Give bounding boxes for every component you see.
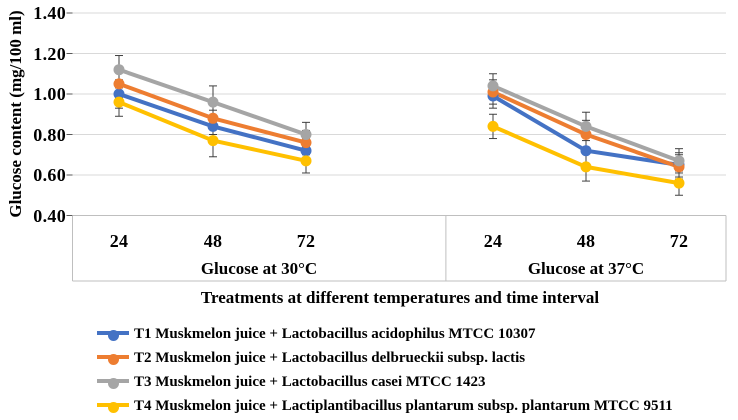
data-point-T1	[113, 88, 125, 100]
legend-label: T2 Muskmelon juice + Lactobacillus delbr…	[134, 350, 526, 366]
x-tick-label: 72	[296, 231, 316, 251]
data-point-T4	[300, 155, 312, 167]
legend-label: T3 Muskmelon juice + Lactobacillus casei…	[134, 374, 486, 390]
group-label-30c: Glucose at 30°C	[200, 259, 318, 278]
data-point-T3	[673, 155, 685, 167]
legend-marker-icon	[97, 374, 129, 390]
x-tick-label: 24	[109, 231, 129, 251]
y-tick-label: 0.80	[33, 124, 66, 145]
y-tick-label: 1.40	[33, 3, 66, 23]
data-point-T4	[673, 177, 685, 189]
y-tick-label: 0.40	[33, 205, 66, 226]
data-point-T4	[207, 135, 219, 147]
data-point-T1	[300, 145, 312, 157]
y-tick-label: 1.20	[33, 43, 66, 64]
group-label-37c: Glucose at 37°C	[527, 259, 645, 278]
y-tick-label: 1.00	[33, 84, 66, 104]
legend-item-t3: T3 Muskmelon juice + Lactobacillus casei…	[97, 370, 673, 394]
data-point-T3	[207, 96, 219, 108]
plot-area	[66, 12, 727, 282]
data-point-T4	[113, 96, 125, 108]
legend-marker-icon	[97, 398, 129, 414]
legend-item-t4: T4 Muskmelon juice + Lactiplantibacillus…	[97, 394, 673, 418]
data-point-T1	[207, 120, 219, 132]
data-point-T2	[113, 78, 125, 90]
x-tick-label: 72	[669, 231, 689, 251]
legend-item-t2: T2 Muskmelon juice + Lactobacillus delbr…	[97, 346, 673, 370]
data-point-T4	[487, 120, 499, 132]
x-tick-label: 48	[203, 231, 223, 251]
x-axis-title: Treatments at different temperatures and…	[200, 288, 600, 307]
legend-item-t1: T1 Muskmelon juice + Lactobacillus acido…	[97, 322, 673, 346]
legend-marker-icon	[97, 350, 129, 366]
data-point-T1	[580, 145, 592, 157]
data-point-T4	[580, 161, 592, 173]
legend-label: T4 Muskmelon juice + Lactiplantibacillus…	[134, 398, 673, 414]
legend-marker-icon	[97, 326, 129, 342]
x-tick-label: 48	[576, 231, 596, 251]
data-point-T3	[487, 80, 499, 92]
data-point-T2	[207, 112, 219, 124]
legend: T1 Muskmelon juice + Lactobacillus acido…	[97, 322, 673, 418]
x-tick-label: 24	[483, 231, 503, 251]
legend-label: T1 Muskmelon juice + Lactobacillus acido…	[134, 326, 536, 342]
data-point-T3	[113, 64, 125, 76]
data-point-T2	[580, 129, 592, 140]
data-point-T3	[300, 129, 312, 140]
data-point-T2	[300, 137, 312, 149]
y-tick-label: 0.60	[33, 165, 66, 185]
data-point-T3	[580, 120, 592, 132]
